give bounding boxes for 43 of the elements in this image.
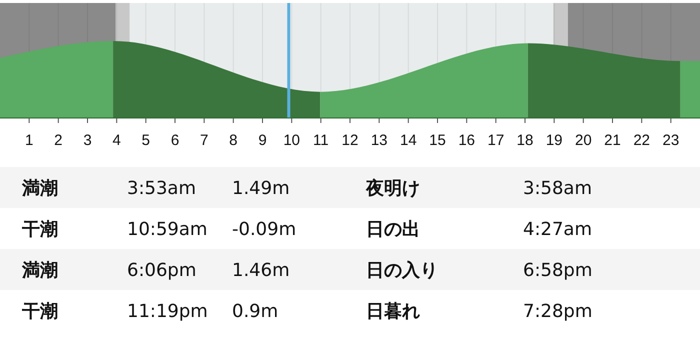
x-tick-label: 16 bbox=[458, 132, 476, 149]
text: 1.49m bbox=[232, 178, 290, 199]
x-tick-label: 1 bbox=[24, 132, 34, 149]
x-tick-label: 8 bbox=[229, 132, 238, 149]
x-tick-label: 6 bbox=[170, 132, 180, 149]
x-tick-label: 11 bbox=[313, 132, 329, 149]
text: 3:53am bbox=[127, 178, 196, 199]
text: 夜明け bbox=[365, 178, 420, 199]
x-tick-label: 7 bbox=[200, 132, 208, 149]
text: 7:28pm bbox=[523, 301, 592, 322]
x-tick-label: 5 bbox=[142, 132, 150, 149]
text: 日の出 bbox=[366, 219, 420, 240]
text: 4:27am bbox=[523, 219, 592, 240]
x-tick-label: 18 bbox=[516, 132, 534, 149]
text: 干潮 bbox=[21, 219, 58, 240]
text: 10:59am bbox=[127, 219, 208, 240]
x-tick-label: 9 bbox=[258, 132, 267, 149]
text: 日暮れ bbox=[366, 301, 420, 322]
x-tick-label: 3 bbox=[83, 132, 92, 149]
text: 0.9m bbox=[232, 301, 278, 322]
x-tick-label: 23 bbox=[662, 132, 680, 149]
text: 1.46m bbox=[232, 260, 290, 281]
x-tick-label: 21 bbox=[604, 132, 621, 149]
text: 3:58am bbox=[523, 178, 592, 199]
x-tick-label: 13 bbox=[370, 132, 388, 149]
x-tick-label: 22 bbox=[633, 132, 650, 149]
text: 干潮 bbox=[21, 301, 58, 322]
text: 日の入り bbox=[366, 260, 438, 281]
x-tick-label: 12 bbox=[342, 132, 358, 149]
x-tick-label: 17 bbox=[487, 132, 504, 149]
x-tick-label: 20 bbox=[574, 132, 592, 149]
x-tick-label: 2 bbox=[54, 132, 63, 149]
x-tick-label: 15 bbox=[429, 132, 446, 149]
text: 6:58pm bbox=[523, 260, 592, 281]
text: 6:06pm bbox=[127, 260, 196, 281]
x-tick-label: 19 bbox=[546, 132, 563, 149]
text: 満潮 bbox=[21, 260, 58, 281]
x-tick-label: 14 bbox=[400, 132, 417, 149]
x-tick-label: 4 bbox=[112, 132, 121, 149]
text: 満潮 bbox=[21, 178, 58, 199]
x-tick-label: 10 bbox=[283, 132, 300, 149]
text: -0.09m bbox=[232, 219, 296, 240]
text: 11:19pm bbox=[127, 301, 208, 322]
